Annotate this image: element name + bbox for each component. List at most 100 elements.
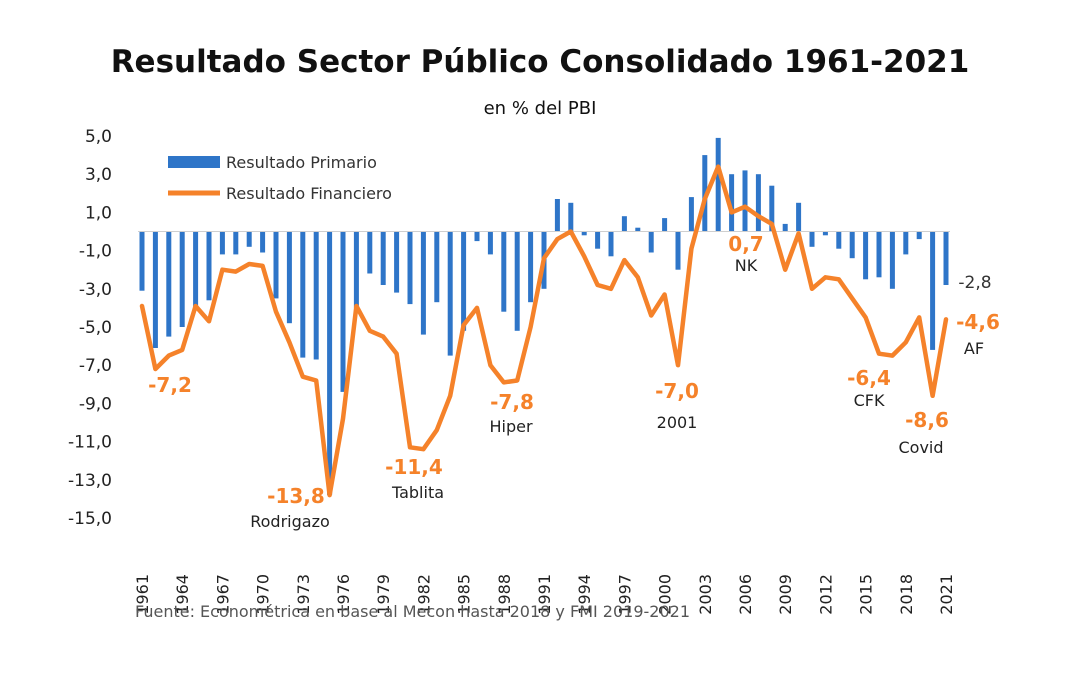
x-tick-label: 1973 [294, 574, 313, 615]
bar-1992 [554, 199, 560, 232]
bar-1986 [474, 231, 480, 242]
x-tick-label: 2009 [776, 574, 795, 615]
x-tick-label: 1997 [615, 574, 634, 615]
x-tick-label: 1991 [535, 574, 554, 615]
x-tick-label: 1961 [133, 574, 152, 615]
bar-1966 [206, 231, 212, 301]
x-axis: 1961 1964 1967 1970 1973 1976 1979 1982 1985 1988… [133, 574, 956, 615]
legend-label-primario: Resultado Primario [226, 153, 377, 172]
annotation-value-1961: -7,2 [148, 373, 192, 397]
annotation-label-2007: NK [735, 256, 758, 275]
y-tick-label: 3,0 [85, 165, 112, 185]
bar-2015 [863, 231, 869, 280]
bar-1988 [501, 231, 507, 312]
bar-1961 [139, 231, 145, 291]
x-tick-label: 1982 [414, 574, 433, 615]
bar-2002 [688, 197, 694, 232]
x-tick-label: 2012 [816, 574, 835, 615]
legend-swatch-primario [168, 156, 220, 168]
bar-1975 [327, 231, 333, 496]
bar-1982 [420, 231, 426, 335]
bar-2008 [769, 185, 775, 232]
bar-1964 [179, 231, 185, 327]
bar-1997 [621, 216, 627, 232]
source-note: Fuente: Econométrica en base al Mecon ha… [135, 602, 691, 621]
bar-series [139, 137, 949, 496]
chart-subtitle: en % del PBI [483, 98, 597, 119]
bar-1970 [260, 231, 266, 253]
legend: Resultado Primario Resultado Financiero [168, 153, 392, 203]
bar-1981 [407, 231, 413, 305]
bar-2007 [755, 174, 761, 232]
bar-1968 [233, 231, 239, 255]
bar-1987 [487, 231, 493, 255]
y-tick-label: -15,0 [68, 509, 112, 529]
bar-2009 [782, 223, 788, 232]
annotation-value-1982: -11,4 [385, 455, 443, 479]
bar-1974 [313, 231, 319, 360]
bar-1965 [193, 231, 199, 308]
y-tick-label: -1,0 [79, 242, 112, 262]
bar-1976 [340, 231, 346, 392]
bar-1983 [434, 231, 440, 303]
bar-1985 [461, 231, 467, 331]
annotation-label-2020: Covid [898, 438, 943, 457]
bar-1963 [166, 231, 172, 337]
bar-1998 [635, 227, 641, 232]
x-tick-label: 1985 [455, 574, 474, 615]
bar-1994 [581, 231, 587, 236]
annotations: -7,2 -13,8 Rodrigazo -11,4 Tablita -7,8 … [148, 232, 1000, 531]
annotation-value-1989: -7,8 [490, 390, 534, 414]
bar-1973 [300, 231, 306, 358]
annotation-label-1989: Hiper [489, 417, 532, 436]
x-tick-label: 1970 [254, 574, 273, 615]
bar-2001 [675, 231, 681, 270]
x-tick-label: 1979 [374, 574, 393, 615]
bar-2018 [903, 231, 909, 255]
bar-1995 [595, 231, 601, 249]
annotation-value-2001: -7,0 [655, 379, 699, 403]
annotation-value-2007: 0,7 [728, 232, 763, 256]
annotation-value-2021: -4,6 [956, 310, 1000, 334]
bar-2012 [822, 231, 828, 236]
annotation-label-2001: 2001 [657, 413, 698, 432]
bar-2020 [930, 231, 936, 350]
x-tick-label: 2021 [937, 574, 956, 615]
annotation-value-2021-primario: -2,8 [958, 273, 991, 293]
x-tick-label: 1964 [173, 574, 192, 615]
x-tick-label: 2003 [696, 574, 715, 615]
y-tick-label: -11,0 [68, 433, 112, 453]
bar-1969 [246, 231, 252, 247]
x-tick-label: 1988 [495, 574, 514, 615]
bar-2010 [796, 202, 802, 232]
bar-1978 [367, 231, 373, 274]
bar-1980 [394, 231, 400, 293]
x-tick-label: 2015 [857, 574, 876, 615]
bar-1967 [219, 231, 225, 255]
bar-2016 [876, 231, 882, 278]
bar-2011 [809, 231, 815, 247]
x-tick-label: 1976 [334, 574, 353, 615]
chart-title: Resultado Sector Público Consolidado 196… [110, 44, 970, 80]
line-resultado-financiero [139, 164, 949, 498]
bar-1972 [286, 231, 292, 324]
x-tick-label: 2000 [656, 574, 675, 615]
y-tick-label: -5,0 [79, 318, 112, 338]
annotation-value-1975: -13,8 [267, 484, 325, 508]
y-tick-label: -7,0 [79, 356, 112, 376]
y-tick-label: -13,0 [68, 471, 112, 491]
y-axis: 5,0 3,0 1,0 -1,0 -3,0 -5,0 -7,0 -9,0 -11,0 -13,0 -… [68, 127, 112, 529]
y-tick-label: -3,0 [79, 280, 112, 300]
bar-2019 [916, 231, 922, 240]
bar-1971 [273, 231, 279, 299]
bar-1996 [608, 231, 614, 257]
line-series [139, 164, 949, 498]
bar-2004 [715, 137, 721, 232]
bar-2021 [943, 231, 949, 285]
x-tick-label: 2006 [736, 574, 755, 615]
annotation-value-2016: -6,4 [847, 366, 891, 390]
bar-2013 [836, 231, 842, 249]
bar-1977 [353, 231, 359, 308]
annotation-label-2021: AF [964, 339, 984, 358]
annotation-label-2016: CFK [854, 391, 885, 410]
